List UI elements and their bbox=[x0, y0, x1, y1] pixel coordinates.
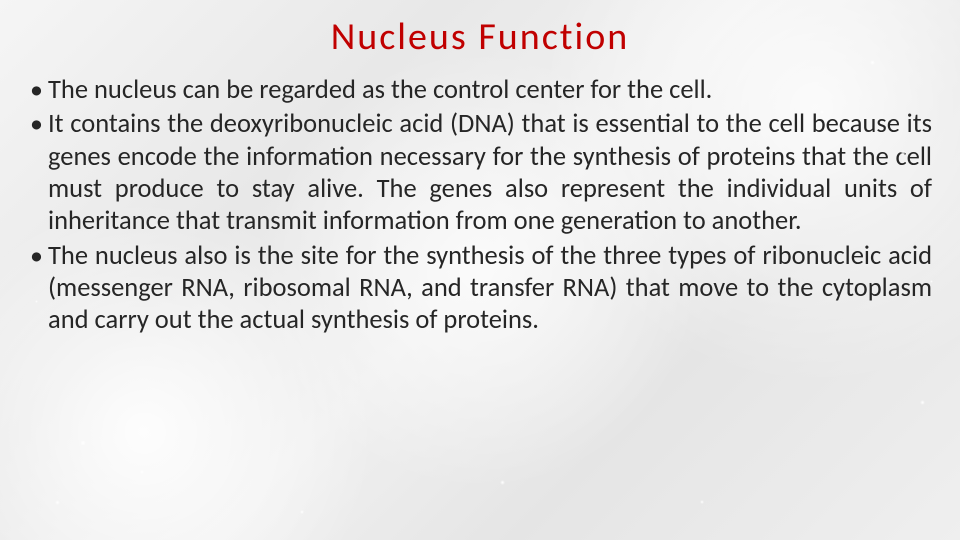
slide-title: Nucleus Function bbox=[0, 0, 960, 68]
bullet-item: The nucleus can be regarded as the contr… bbox=[28, 74, 932, 106]
slide: Nucleus Function The nucleus can be rega… bbox=[0, 0, 960, 540]
bullet-list: The nucleus can be regarded as the contr… bbox=[28, 74, 932, 337]
bullet-item: It contains the deoxyribonucleic acid (D… bbox=[28, 108, 932, 237]
slide-body: The nucleus can be regarded as the contr… bbox=[0, 68, 960, 337]
bullet-item: The nucleus also is the site for the syn… bbox=[28, 240, 932, 337]
